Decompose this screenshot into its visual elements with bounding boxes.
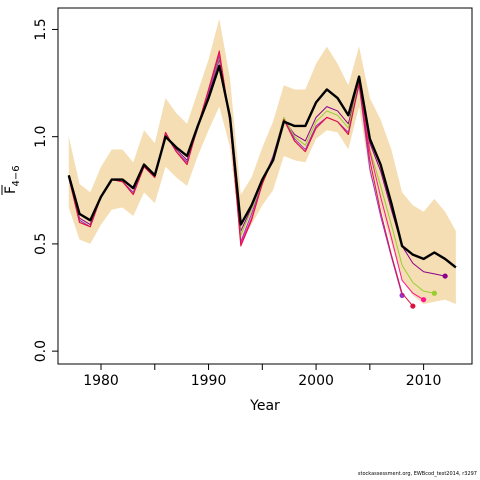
- confidence-band-layer: [68, 18, 456, 304]
- y-axis-title-main: F: [3, 186, 19, 194]
- x-axis-title: Year: [249, 398, 280, 414]
- series-endpoint-5: [410, 303, 416, 309]
- credit-text: stockassessment.org, EWBcod_test2014, r3…: [357, 471, 477, 477]
- y-tick-label: 1.5: [33, 18, 49, 40]
- plot-frame: [57, 7, 473, 365]
- series-endpoint-4: [421, 297, 427, 303]
- x-tick-label: 2000: [298, 373, 334, 389]
- axes-layer: 1980 1990 2000 2010 0.0 0.5 1.0 1.5: [33, 7, 473, 389]
- y-axis-title: F 4−6: [1, 165, 22, 195]
- series-layer: [67, 50, 457, 309]
- x-tick-label: 2010: [406, 373, 442, 389]
- y-tick-label: 1.0: [33, 126, 49, 148]
- x-tick-label: 1990: [191, 373, 227, 389]
- x-tick-label: 1980: [83, 373, 119, 389]
- series-endpoint-2: [431, 290, 437, 296]
- y-tick-label: 0.0: [33, 340, 49, 362]
- y-tick-label: 0.5: [33, 233, 49, 255]
- series-line-5: [68, 50, 414, 307]
- confidence-band: [68, 18, 456, 304]
- series-line-0: [67, 64, 457, 269]
- y-axis-title-subscript: 4−6: [11, 165, 22, 186]
- series-endpoint-1: [442, 273, 448, 279]
